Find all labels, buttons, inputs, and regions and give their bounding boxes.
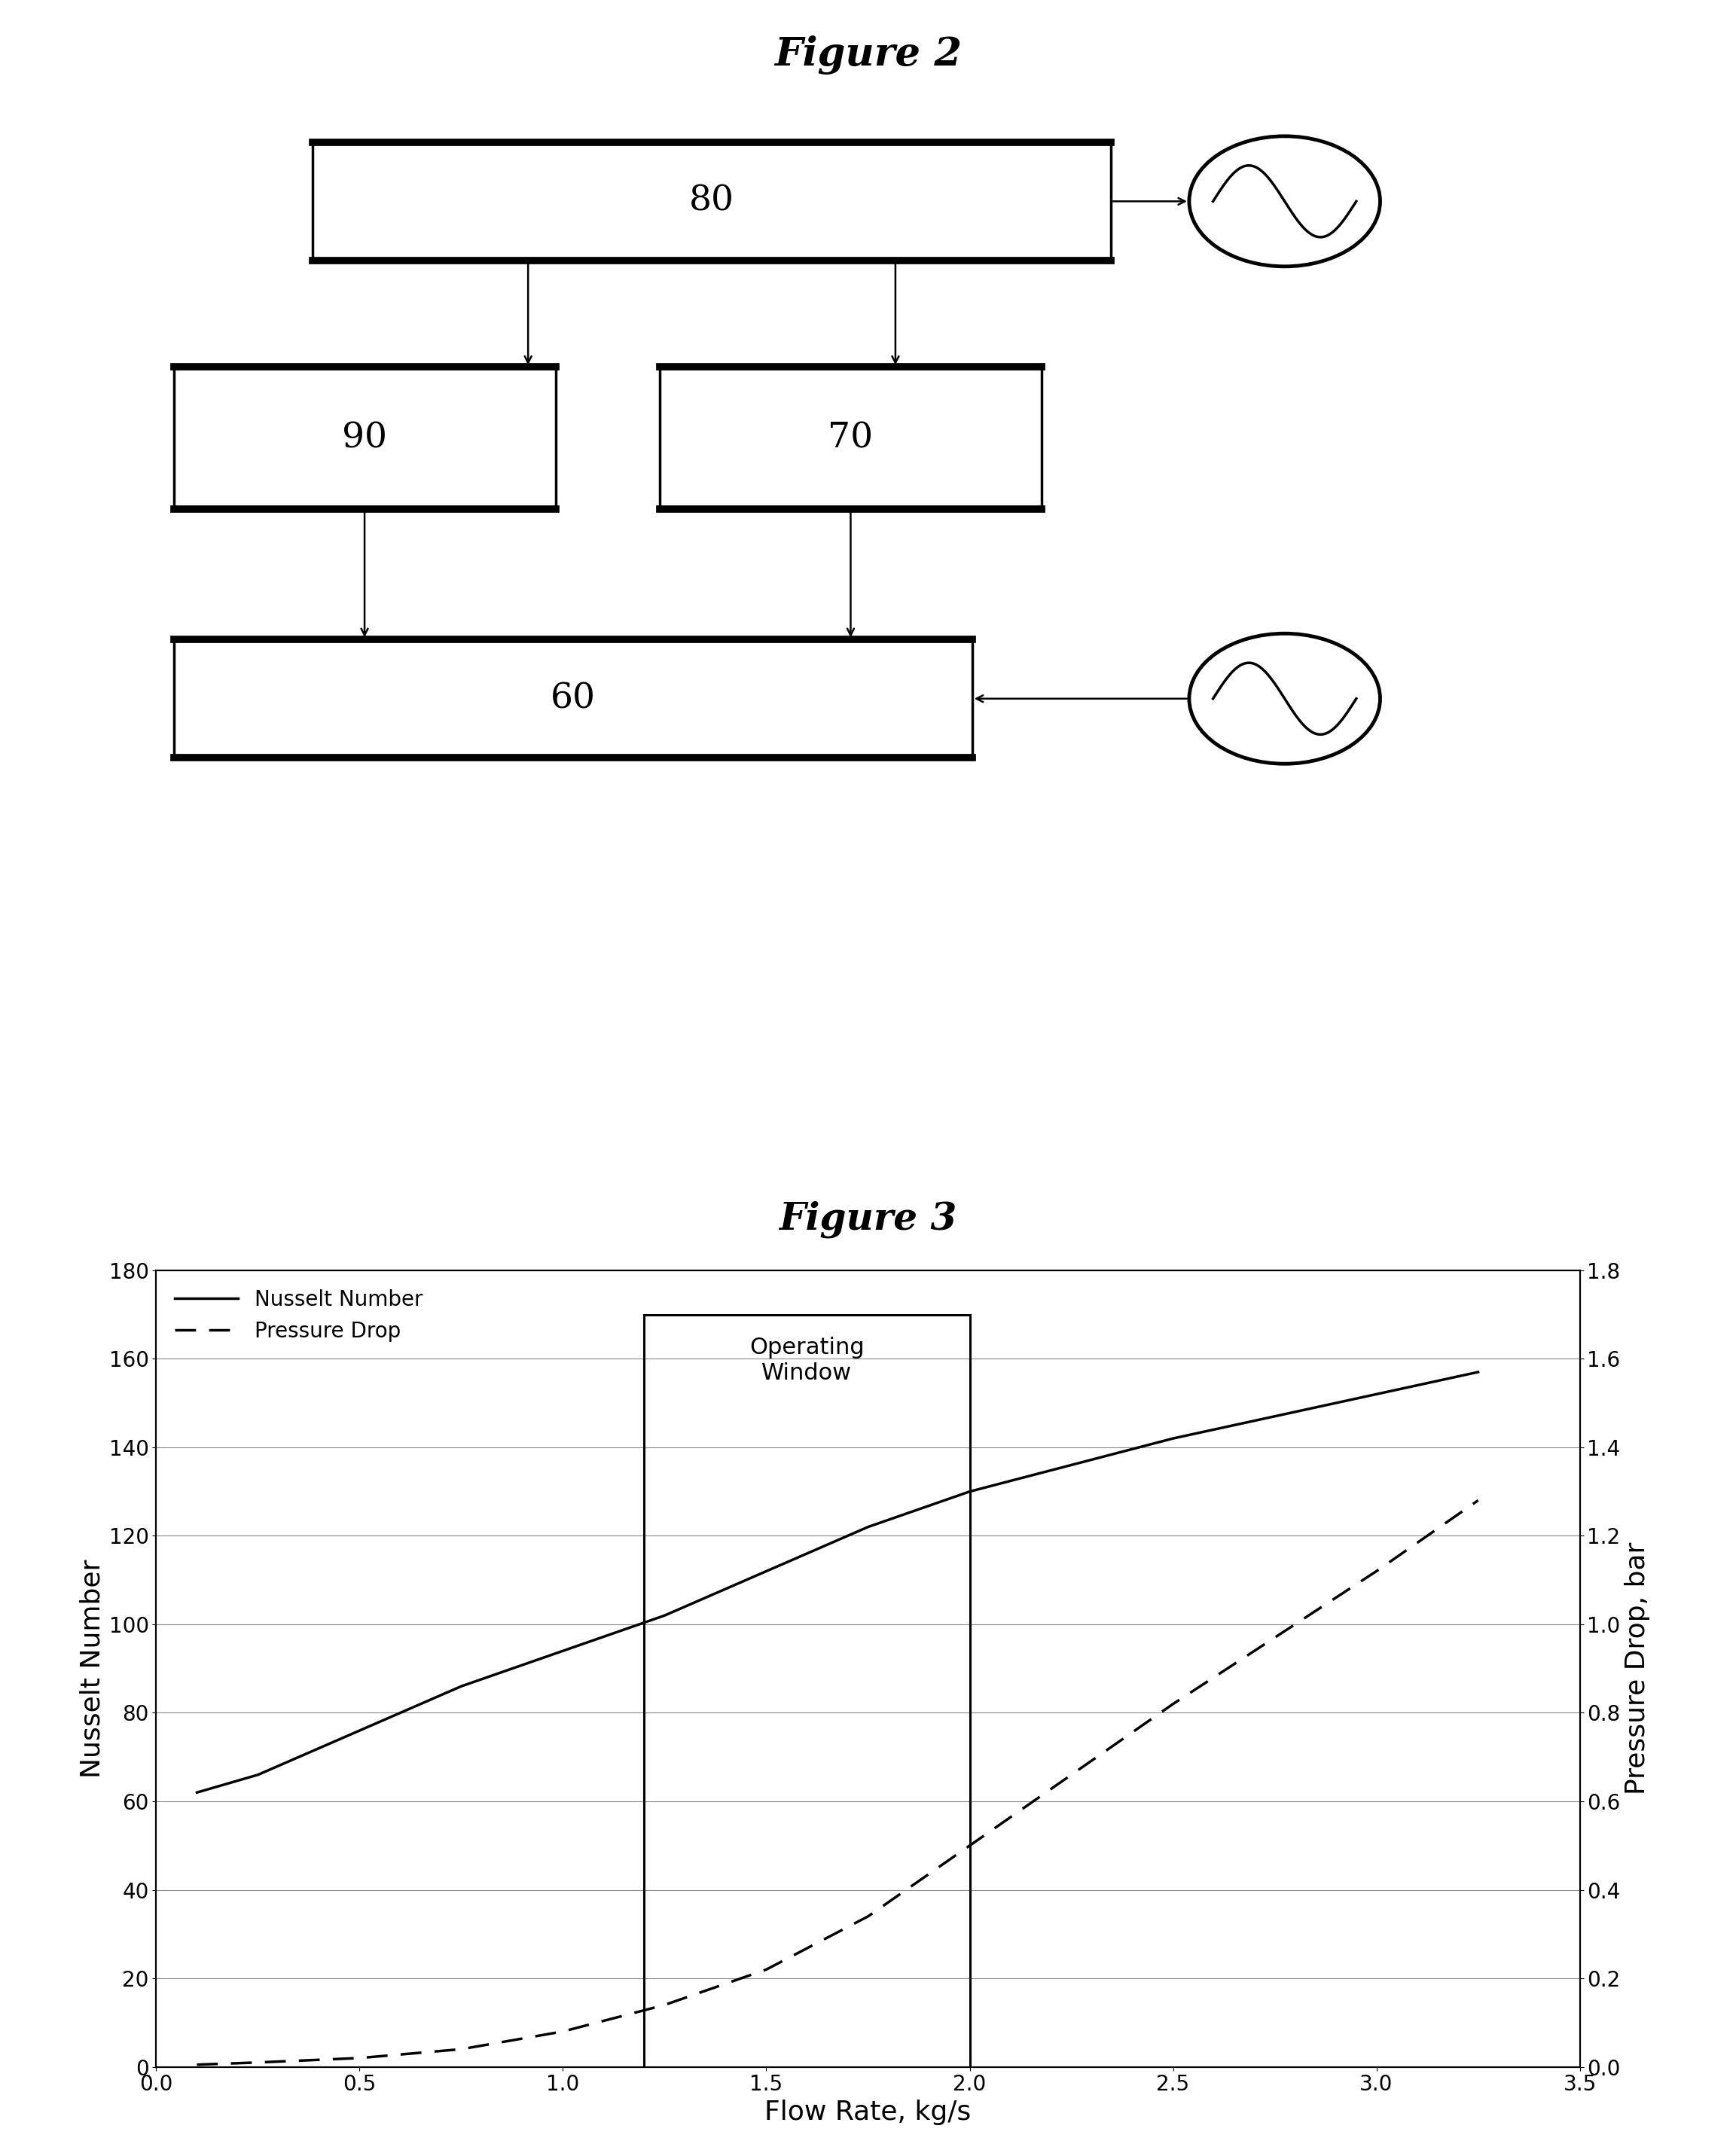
Y-axis label: Nusselt Number: Nusselt Number: [80, 1559, 104, 1778]
Y-axis label: Pressure Drop, bar: Pressure Drop, bar: [1625, 1542, 1651, 1796]
Legend: Nusselt Number, Pressure Drop: Nusselt Number, Pressure Drop: [167, 1281, 431, 1350]
Text: Figure 3: Figure 3: [779, 1201, 957, 1238]
Bar: [312, 142, 1111, 261]
Bar: [660, 368, 1042, 510]
X-axis label: Flow Rate, kg/s: Flow Rate, kg/s: [766, 2099, 970, 2125]
Text: 70: 70: [828, 422, 873, 454]
Text: Figure 2: Figure 2: [774, 34, 962, 75]
Bar: [174, 368, 556, 510]
Text: 90: 90: [342, 422, 387, 454]
Text: 60: 60: [550, 683, 595, 715]
Text: Operating
Window: Operating Window: [750, 1337, 865, 1384]
Text: 80: 80: [689, 185, 734, 217]
Bar: [174, 639, 972, 758]
